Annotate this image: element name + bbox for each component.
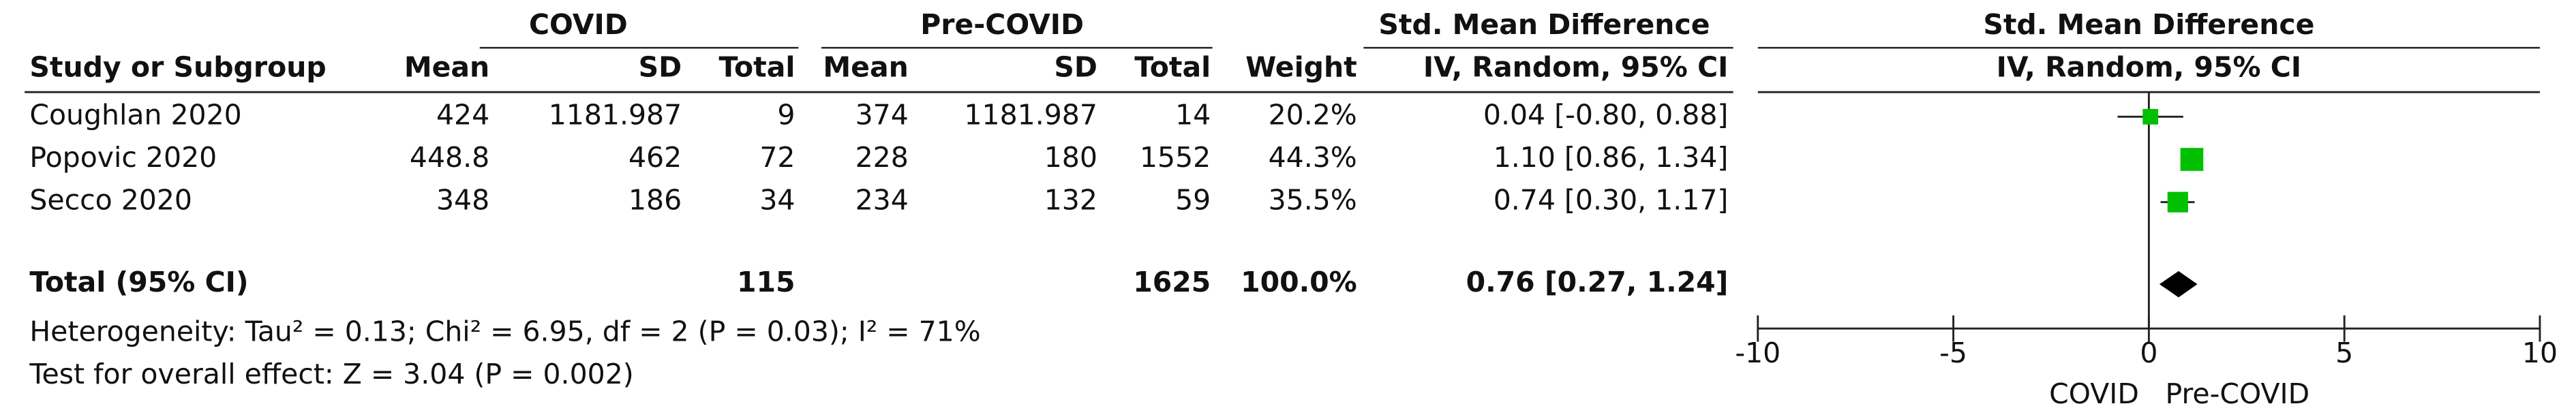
table-cell: 1.10 [0.86, 1.34] <box>1494 141 1729 174</box>
effect-square <box>2142 108 2159 125</box>
column-header: Mean <box>823 50 908 83</box>
group-header: Std. Mean Difference <box>1378 8 1710 41</box>
table-cell: 228 <box>855 141 909 174</box>
table-cell: 1552 <box>1140 141 1211 174</box>
favours-label: COVID <box>2049 377 2139 410</box>
group-header: Pre-COVID <box>920 8 1084 41</box>
table-cell: 0.74 [0.30, 1.17] <box>1494 184 1729 217</box>
total-name: Total (95% CI) <box>29 266 248 298</box>
total-cell: 100.0% <box>1241 266 1357 298</box>
x-tick-label: -5 <box>1939 337 1967 369</box>
group-header: COVID <box>529 8 628 41</box>
x-tick-label: 0 <box>2140 337 2157 369</box>
table-cell: 59 <box>1175 184 1211 217</box>
table-cell: 132 <box>1044 184 1097 217</box>
column-header: Study or Subgroup <box>29 50 326 83</box>
plot-title: Std. Mean Difference <box>1983 8 2314 41</box>
column-header: Mean <box>404 50 489 83</box>
total-cell: 1625 <box>1133 266 1211 298</box>
favours-label: Pre-COVID <box>2165 377 2309 410</box>
table-cell: 348 <box>436 184 489 217</box>
table-cell: 44.3% <box>1269 141 1357 174</box>
table-cell: 14 <box>1175 98 1211 131</box>
total-cell: 115 <box>737 266 795 298</box>
table-cell: 462 <box>628 141 682 174</box>
effect-square <box>2167 191 2188 213</box>
table-cell: 180 <box>1044 141 1097 174</box>
plot-subtitle: IV, Random, 95% CI <box>1997 50 2301 83</box>
table-cell: 20.2% <box>1269 98 1357 131</box>
table-cell: 9 <box>777 98 795 131</box>
table-cell: 0.04 [-0.80, 0.88] <box>1483 98 1728 131</box>
x-tick-label: 5 <box>2335 337 2353 369</box>
column-header: Weight <box>1245 50 1357 83</box>
column-header: IV, Random, 95% CI <box>1423 50 1728 83</box>
column-header: SD <box>639 50 682 83</box>
table-cell: 35.5% <box>1269 184 1357 217</box>
column-header: SD <box>1054 50 1097 83</box>
table-cell: 1181.987 <box>549 98 682 131</box>
table-cell: 448.8 <box>410 141 489 174</box>
table-cell: 34 <box>759 184 795 217</box>
table-cell: 234 <box>855 184 909 217</box>
total-cell: 0.76 [0.27, 1.24] <box>1466 266 1729 298</box>
x-tick-label: -10 <box>1735 337 1781 369</box>
study-name: Popovic 2020 <box>29 141 217 174</box>
table-cell: 424 <box>436 98 489 131</box>
table-cell: 374 <box>855 98 909 131</box>
column-header: Total <box>719 50 795 83</box>
table-cell: 186 <box>628 184 682 217</box>
column-header: Total <box>1134 50 1211 83</box>
overall-effect: Test for overall effect: Z = 3.04 (P = 0… <box>29 358 633 390</box>
heterogeneity: Heterogeneity: Tau² = 0.13; Chi² = 6.95,… <box>29 315 980 347</box>
x-tick-label: 10 <box>2522 337 2558 369</box>
study-name: Coughlan 2020 <box>29 98 241 131</box>
table-cell: 1181.987 <box>964 98 1097 131</box>
table-cell: 72 <box>759 141 795 174</box>
study-name: Secco 2020 <box>29 184 192 217</box>
effect-square <box>2180 148 2204 171</box>
total-diamond <box>2159 270 2198 298</box>
